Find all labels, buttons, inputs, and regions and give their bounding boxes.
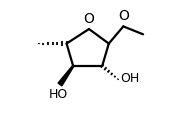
Text: OH: OH — [120, 72, 139, 85]
Polygon shape — [58, 66, 74, 86]
Text: HO: HO — [49, 88, 68, 101]
Text: O: O — [83, 12, 95, 26]
Text: O: O — [118, 9, 129, 23]
